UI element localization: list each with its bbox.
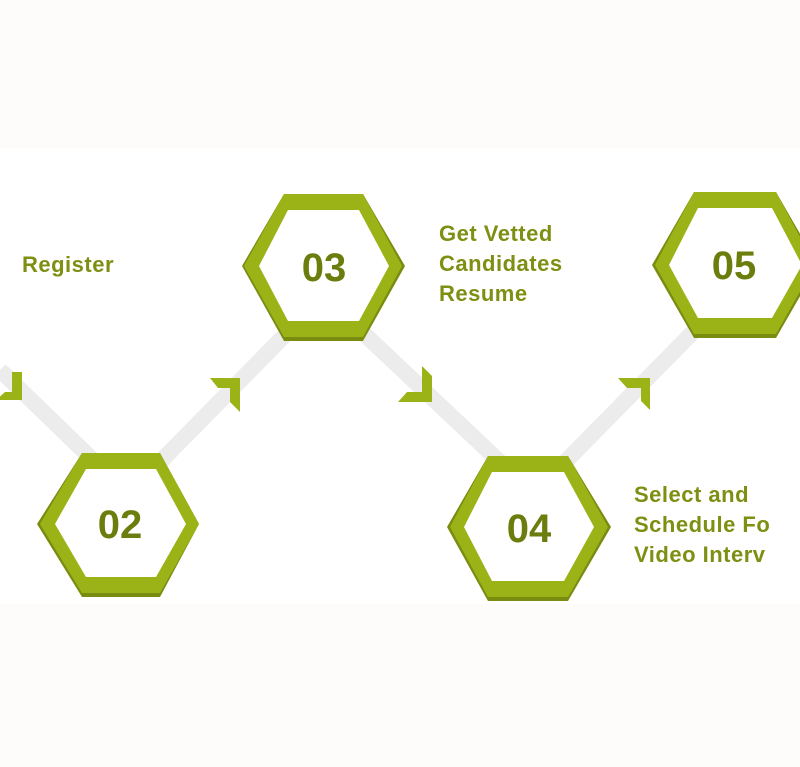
arrow-up-right-icon <box>210 378 240 412</box>
hexagon-step-02: 02 <box>37 453 199 597</box>
connector-lines <box>0 319 706 468</box>
arrow-down-right-icon <box>398 366 432 402</box>
step-label-line: Candidates <box>439 251 563 276</box>
step-label-line: Select and <box>634 482 750 507</box>
hexagon-step-04: 04 <box>447 456 611 601</box>
step-label-line: Schedule Fo <box>634 512 771 537</box>
step-label-line: Resume <box>439 281 528 306</box>
arrow-up-right-icon <box>618 378 650 410</box>
step-number: 04 <box>507 507 552 551</box>
step-label-line: Video Interv <box>634 542 766 567</box>
connector-line-2-3 <box>154 324 296 468</box>
step-label-line: Get Vetted <box>439 221 553 246</box>
step-label-line: Register <box>22 252 115 277</box>
hexagon-step-03: 03 <box>242 194 405 341</box>
connector-line-4-5 <box>559 319 706 468</box>
step-number: 02 <box>98 503 143 547</box>
hexagon-step-05: 05 <box>652 192 800 338</box>
step-3-label: Get Vetted Candidates Resume <box>439 219 563 309</box>
arrow-down-right-icon <box>0 372 22 400</box>
step-number: 05 <box>712 244 757 288</box>
step-number: 03 <box>302 246 347 290</box>
step-1-label: Register <box>22 250 114 280</box>
arrow-markers <box>0 366 650 412</box>
step-4-label: Select and Schedule Fo Video Interv <box>634 480 770 570</box>
